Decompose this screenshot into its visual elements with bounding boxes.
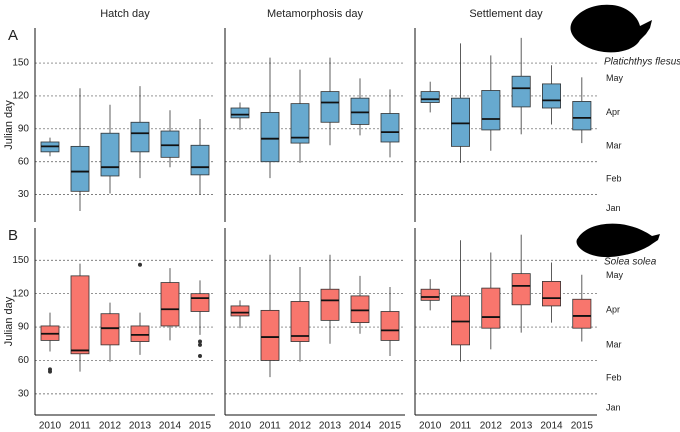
- box: [290, 301, 310, 342]
- box: [542, 83, 562, 109]
- x-tick-label: 2013: [319, 421, 342, 432]
- y2-tick-label: Feb: [606, 174, 622, 184]
- x-tick-label: 2015: [379, 421, 402, 432]
- box: [260, 111, 280, 163]
- y2-tick-label: Apr: [606, 305, 620, 315]
- box: [380, 311, 400, 341]
- box: [100, 132, 120, 177]
- sole-silhouette: [576, 223, 660, 258]
- box: [320, 288, 340, 321]
- y2-tick-label: Mar: [606, 141, 622, 151]
- outlier: [138, 262, 142, 267]
- outlier: [198, 354, 202, 359]
- box: [481, 287, 501, 329]
- x-tick-label: 2011: [69, 421, 91, 432]
- facet-title: Hatch day: [100, 8, 150, 20]
- box: [230, 305, 250, 317]
- y-axis-title: Julian day: [3, 100, 15, 150]
- box: [572, 298, 592, 329]
- x-tick-label: 2014: [159, 421, 182, 432]
- y-tick-label: 150: [12, 255, 29, 266]
- box: [160, 282, 180, 327]
- x-tick-label: 2015: [189, 421, 212, 432]
- x-tick-label: 2015: [571, 421, 594, 432]
- y2-tick-label: Feb: [606, 373, 622, 383]
- x-tick-label: 2010: [229, 421, 252, 432]
- species-label: Platichthys flesus: [604, 57, 680, 68]
- facet-title: Metamorphosis day: [267, 8, 363, 20]
- flounder-silhouette: [570, 4, 652, 53]
- y-tick-label: 30: [18, 388, 30, 399]
- box: [350, 295, 370, 324]
- y-tick-label: 120: [12, 91, 29, 102]
- y2-tick-label: Mar: [606, 339, 622, 349]
- box: [320, 91, 340, 123]
- y2-tick-label: May: [606, 73, 624, 83]
- x-tick-label: 2010: [39, 421, 62, 432]
- box: [572, 101, 592, 131]
- box: [350, 97, 370, 125]
- box: [481, 90, 501, 131]
- y2-tick-label: May: [606, 270, 624, 280]
- y2-tick-label: Apr: [606, 107, 620, 117]
- box: [260, 309, 280, 361]
- box: [130, 325, 150, 342]
- box: [380, 113, 400, 143]
- x-tick-label: 2010: [419, 421, 442, 432]
- box: [130, 121, 150, 153]
- x-tick-label: 2014: [349, 421, 372, 432]
- x-tick-label: 2013: [510, 421, 533, 432]
- y-tick-label: 120: [12, 288, 29, 299]
- box: [542, 281, 562, 307]
- x-tick-label: 2012: [289, 421, 312, 432]
- x-tick-label: 2011: [450, 421, 472, 432]
- x-tick-label: 2011: [259, 421, 281, 432]
- box: [70, 145, 90, 192]
- y-tick-label: 90: [18, 123, 30, 134]
- outlier: [198, 339, 202, 344]
- x-tick-label: 2014: [540, 421, 563, 432]
- box: [450, 295, 470, 346]
- facet-title: Settlement day: [469, 8, 543, 20]
- y2-tick-label: Jan: [606, 403, 621, 413]
- outlier: [48, 369, 52, 374]
- box: [511, 273, 531, 306]
- y-tick-label: 30: [18, 189, 30, 200]
- species-label: Solea solea: [604, 257, 657, 268]
- y-tick-label: 90: [18, 322, 30, 333]
- box: [70, 275, 90, 355]
- box: [160, 130, 180, 158]
- box: [420, 288, 440, 301]
- y-tick-label: 60: [18, 355, 30, 366]
- outlier: [198, 342, 202, 347]
- box: [290, 103, 310, 144]
- x-tick-label: 2013: [129, 421, 152, 432]
- x-tick-label: 2012: [99, 421, 122, 432]
- panel-label: A: [8, 27, 18, 44]
- y2-tick-label: Jan: [606, 203, 621, 213]
- panel-label: B: [8, 227, 18, 244]
- box: [450, 97, 470, 147]
- box: [190, 293, 210, 312]
- box: [420, 91, 440, 103]
- y-axis-title: Julian day: [3, 296, 15, 346]
- y-tick-label: 60: [18, 156, 30, 167]
- box: [190, 144, 210, 176]
- box: [100, 313, 120, 346]
- box: [230, 107, 250, 119]
- x-tick-label: 2012: [480, 421, 503, 432]
- box: [511, 75, 531, 108]
- y-tick-label: 150: [12, 58, 29, 69]
